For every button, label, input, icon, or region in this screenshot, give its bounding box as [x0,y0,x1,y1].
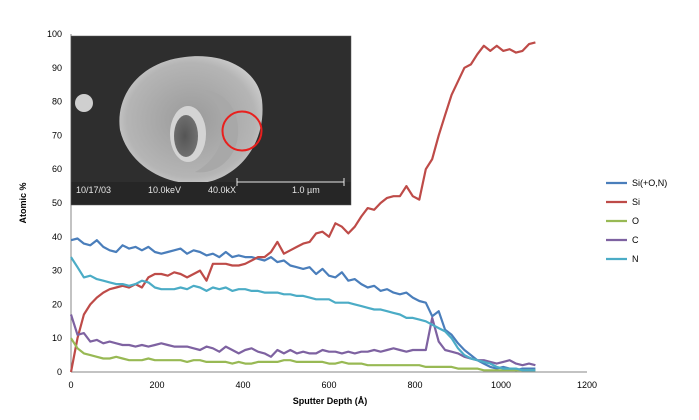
sem-particle [75,94,93,112]
series-line-1 [69,41,536,373]
y-tick-label: 90 [52,63,62,73]
y-tick-label: 50 [52,198,62,208]
legend: Si(+O,N) Si OCN [606,178,667,264]
legend-label: N [632,254,639,264]
y-tick-label: 40 [52,232,62,242]
x-tick-label: 0 [68,380,73,390]
sem-scale-label: 1.0 µm [292,185,320,195]
y-tick-label: 100 [47,29,62,39]
y-tick-label: 0 [57,367,62,377]
y-tick-label: 60 [52,164,62,174]
sem-shadow-region [195,90,239,173]
sem-inner-dark [174,115,198,157]
y-tick-label: 10 [52,333,62,343]
legend-label: Si [632,197,640,207]
sem-date-label: 10/17/03 [76,185,111,195]
sem-voltage-label: 10.0keV [148,185,181,195]
y-tick-label: 20 [52,299,62,309]
y-axis-title: Atomic % [18,182,28,223]
sem-magnification-label: 40.0kX [208,185,236,195]
y-tick-label: 80 [52,97,62,107]
series-line-2 [70,337,536,372]
x-tick-label: 600 [321,380,336,390]
series-line-0 [70,237,536,372]
legend-label: O [632,216,639,226]
series-lines [69,41,536,373]
x-tick-label: 200 [149,380,164,390]
series-line-4 [70,256,536,372]
x-tick-labels: 0 200 400 600 800 1000 1200 [68,380,597,390]
x-tick-label: 1000 [491,380,511,390]
y-tick-label: 70 [52,130,62,140]
x-tick-label: 400 [235,380,250,390]
sem-analysis-marker [221,110,263,152]
y-tick-label: 30 [52,266,62,276]
sem-info-bar [71,182,351,205]
series-line-3 [69,314,536,367]
legend-label: Si(+O,N) [632,178,667,188]
x-axis-title: Sputter Depth (Å) [293,396,368,406]
legend-label: C [632,235,639,245]
x-tick-label: 800 [407,380,422,390]
sem-inset: 10/17/03 10.0keV 40.0kX 1.0 µm [70,35,352,206]
x-tick-label: 1200 [577,380,597,390]
sem-frame [70,35,352,206]
y-tick-labels: 0 10 20 30 40 50 60 70 80 90 100 [47,29,62,377]
